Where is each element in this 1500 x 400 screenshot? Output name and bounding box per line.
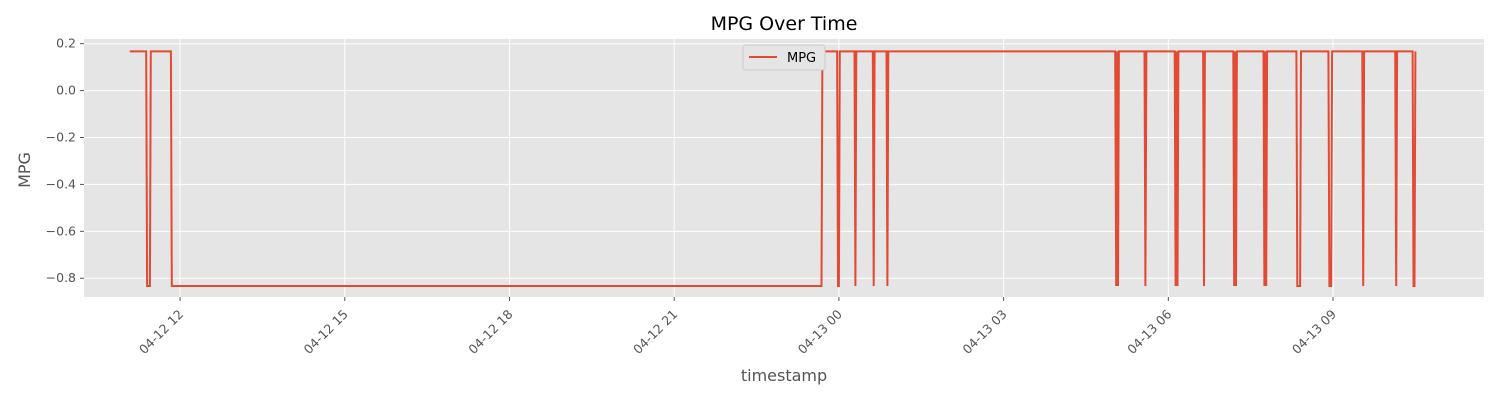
x-tick-label: 04-13 00 <box>795 306 845 356</box>
legend: MPG <box>742 44 826 71</box>
y-tick-label: −0.6 <box>46 223 76 238</box>
y-tick-label: −0.2 <box>46 130 76 145</box>
chart-title: MPG Over Time <box>711 13 858 35</box>
series-line-mpg <box>129 50 1417 287</box>
x-tick-label: 04-12 18 <box>465 306 515 356</box>
series-layer <box>129 50 1417 287</box>
y-axis-label: MPG <box>15 152 34 188</box>
y-tick-label: 0.0 <box>56 83 76 98</box>
legend-label-mpg: MPG <box>787 51 816 66</box>
y-tick-label: −0.8 <box>46 270 76 285</box>
x-tick-label: 04-12 12 <box>136 307 186 357</box>
y-axis-ticks: 0.2 0.0 −0.2 −0.4 −0.6 −0.8 <box>46 36 84 285</box>
legend-box <box>742 44 826 71</box>
plot-area <box>84 39 1484 297</box>
x-tick-label: 04-13 03 <box>959 307 1009 357</box>
x-axis-ticks: 04-12 12 04-12 15 04-12 18 04-12 21 04-13 00… <box>136 297 1339 357</box>
x-tick-label: 04-12 15 <box>301 307 351 357</box>
x-axis-label: timestamp <box>741 366 827 385</box>
x-tick-label: 04-12 21 <box>630 307 680 357</box>
y-tick-label: −0.4 <box>46 176 76 191</box>
x-tick-label: 04-13 06 <box>1124 306 1174 356</box>
gridlines <box>84 39 1484 297</box>
x-tick-label: 04-13 09 <box>1289 306 1339 356</box>
y-tick-label: 0.2 <box>56 36 76 51</box>
